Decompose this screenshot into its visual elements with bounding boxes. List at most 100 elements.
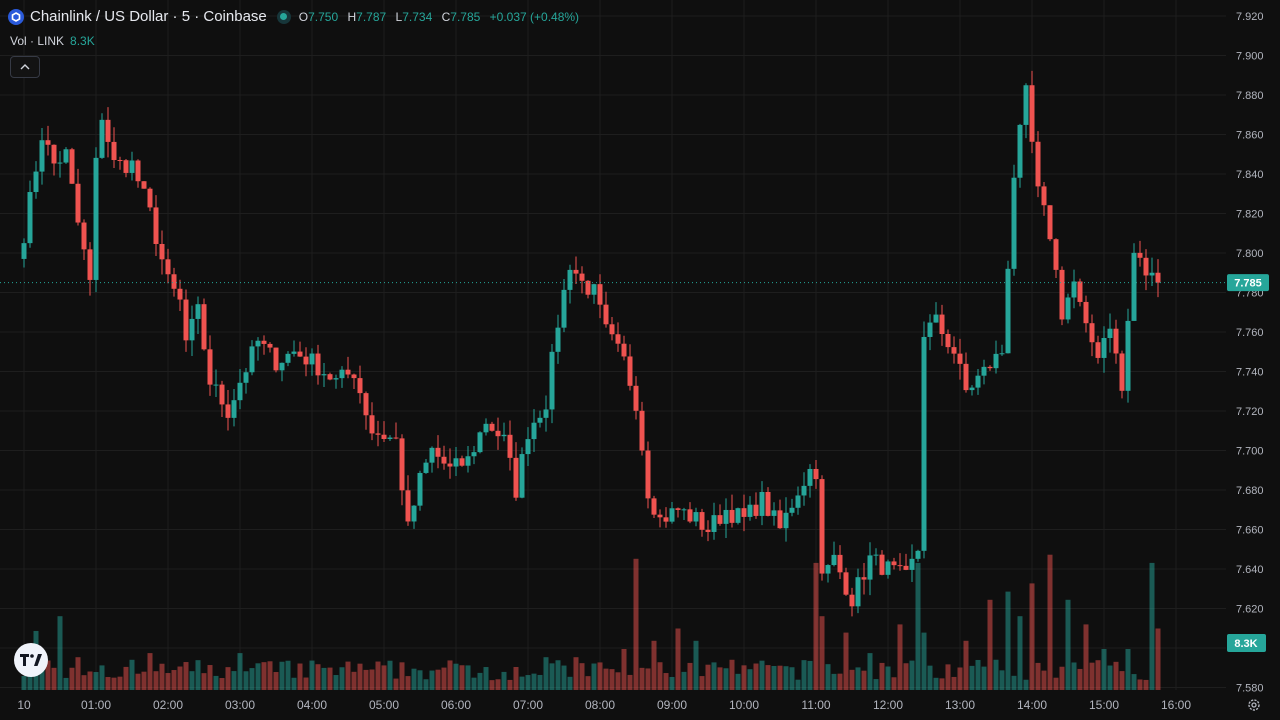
candle-body <box>363 393 369 416</box>
candle-body <box>219 384 225 405</box>
candle-body <box>177 288 183 300</box>
volume-bar <box>93 672 99 690</box>
volume-bar <box>1125 649 1131 690</box>
candle-body <box>441 456 447 464</box>
market-status-icon[interactable] <box>276 9 291 24</box>
candle-body <box>159 243 165 260</box>
time-tick-label: 13:00 <box>945 698 975 712</box>
volume-bar <box>129 659 135 690</box>
volume-bar <box>231 671 237 690</box>
candle-body <box>597 284 603 305</box>
volume-bar <box>1053 677 1059 690</box>
candle-body <box>465 456 471 466</box>
volume-bar <box>1077 668 1083 690</box>
volume-bar <box>531 673 537 690</box>
volume-bar <box>135 673 141 690</box>
candle-body <box>951 347 957 354</box>
candle-body <box>117 160 123 162</box>
candle-body <box>885 561 891 575</box>
candle-body <box>273 347 279 371</box>
price-axis[interactable]: 7.9207.9007.8807.8607.8407.8207.8007.780… <box>1236 11 1264 695</box>
price-tick-label: 7.660 <box>1236 525 1264 537</box>
price-tick-label: 7.580 <box>1236 683 1264 695</box>
candle-body <box>1083 301 1089 324</box>
volume-bar <box>537 674 543 690</box>
candle-body <box>777 510 783 529</box>
candle-body <box>831 554 837 566</box>
chainlink-icon <box>8 8 24 25</box>
symbol-title[interactable]: Chainlink / US Dollar · 5 · Coinbase <box>30 8 267 25</box>
time-tick-label: 12:00 <box>873 698 903 712</box>
volume-bar <box>741 665 747 690</box>
candle-body <box>51 144 57 164</box>
volume-bar <box>681 671 687 690</box>
volume-bar <box>687 662 693 690</box>
volume-bar <box>357 663 363 690</box>
volume-bar <box>519 676 525 690</box>
volume-bar <box>345 661 351 690</box>
collapse-legend-button[interactable] <box>10 56 40 78</box>
candle-body <box>213 384 219 386</box>
volume-bar <box>837 673 843 690</box>
volume-bar <box>465 665 471 690</box>
candle-body <box>165 259 171 275</box>
volume-bar <box>879 662 885 690</box>
candle-body <box>759 491 765 516</box>
volume-bar <box>675 628 681 690</box>
volume-bar <box>891 677 897 690</box>
price-tick-label: 7.800 <box>1236 248 1264 260</box>
volume-bars <box>21 554 1161 690</box>
candle-body <box>231 400 237 418</box>
candle-body <box>237 382 243 401</box>
candle-body <box>723 509 729 524</box>
volume-bar <box>1035 662 1041 690</box>
volume-bar <box>1149 562 1155 690</box>
volume-bar <box>1119 671 1125 690</box>
candle-body <box>555 327 561 352</box>
candle-body <box>147 188 153 208</box>
candle-body <box>1041 186 1047 206</box>
candle-body <box>315 353 321 376</box>
volume-bar <box>219 678 225 690</box>
candle-body <box>537 417 543 423</box>
time-tick-label: 08:00 <box>585 698 615 712</box>
time-tick-label: 10 <box>17 698 31 712</box>
volume-bar <box>291 677 297 690</box>
gear-icon[interactable] <box>1246 697 1262 713</box>
time-axis[interactable]: 10 01:00 02:00 03:00 04:00 05:00 06:00 07:00 08:… <box>17 698 1191 712</box>
candle-body <box>915 550 921 559</box>
candle-body <box>1065 297 1071 320</box>
candle-body <box>1155 272 1161 283</box>
candle-body <box>387 437 393 439</box>
volume-bar <box>657 662 663 690</box>
candle-body <box>747 504 753 517</box>
candle-body <box>1149 272 1155 276</box>
candle-body <box>741 508 747 517</box>
candle-body <box>1137 252 1143 258</box>
time-tick-label: 07:00 <box>513 698 543 712</box>
candle-body <box>495 430 501 437</box>
time-tick-label: 09:00 <box>657 698 687 712</box>
volume-bar <box>999 670 1005 690</box>
volume-bar <box>177 666 183 690</box>
candle-body <box>717 515 723 524</box>
price-tick-label: 7.740 <box>1236 367 1264 379</box>
price-tick-label: 7.880 <box>1236 90 1264 102</box>
candle-body <box>279 362 285 371</box>
time-tick-label: 15:00 <box>1089 698 1119 712</box>
volume-bar <box>249 668 255 690</box>
volume-bar <box>1113 661 1119 690</box>
volume-bar <box>759 660 765 690</box>
volume-bar <box>1041 670 1047 690</box>
tradingview-logo[interactable] <box>14 643 48 677</box>
volume-bar <box>273 672 279 690</box>
candle-body <box>351 374 357 379</box>
volume-bar <box>279 661 285 690</box>
candle-body <box>897 565 903 567</box>
candle-body <box>297 351 303 357</box>
candle-body <box>873 554 879 556</box>
volume-bar <box>429 670 435 690</box>
volume-bar <box>201 673 207 690</box>
volume-bar <box>207 665 213 690</box>
